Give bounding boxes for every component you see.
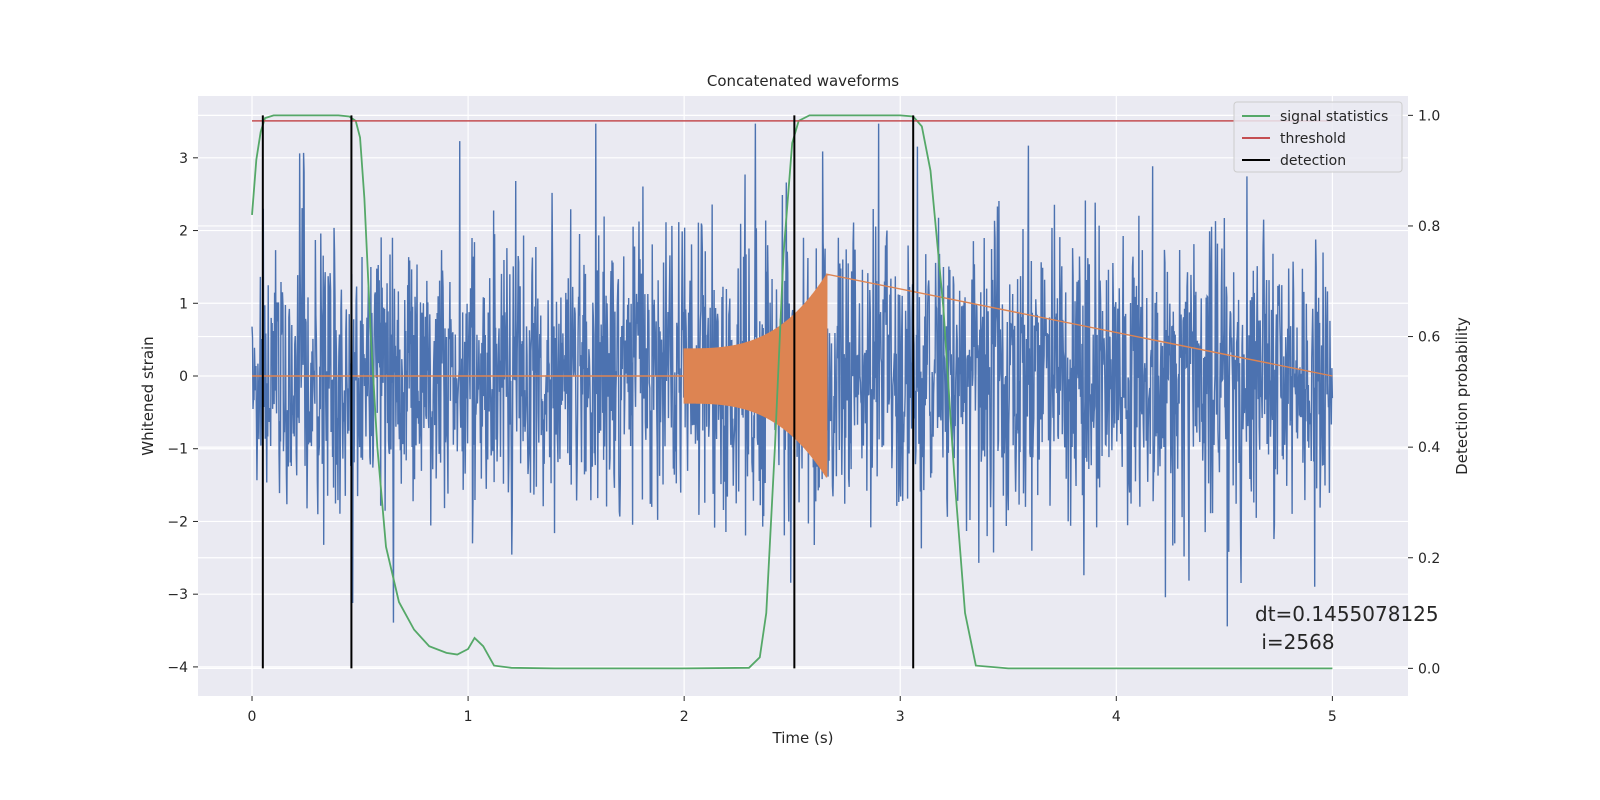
injection-line [252, 273, 1333, 478]
y-right-tick-label: 0.2 [1418, 551, 1440, 567]
y-tick-label: 0 [179, 369, 188, 385]
x-tick-label: 2 [680, 709, 689, 725]
x-tick-label: 3 [896, 709, 905, 725]
y-right-tick-label: 1.0 [1418, 108, 1440, 124]
injection-series [252, 273, 1333, 478]
x-tick-label: 1 [464, 709, 473, 725]
x-axis: 0 1 2 3 4 5 [248, 696, 1337, 725]
y-tick-label: −3 [167, 587, 188, 603]
signal-statistics-line [251, 114, 1333, 670]
noise-series [251, 123, 1334, 627]
x-tick-label: 5 [1328, 709, 1337, 725]
legend-label: detection [1280, 153, 1346, 169]
legend-box [1233, 101, 1403, 173]
y-right-tick-label: 0.0 [1418, 661, 1440, 677]
y-axis-left: −4 −3 −2 −1 0 1 2 3 [167, 151, 198, 676]
y-tick-label: −4 [167, 660, 188, 676]
y-right-tick-label: 0.8 [1418, 219, 1440, 235]
chart-title: Concatenated waveforms [707, 72, 899, 90]
annotation-dt: dt=0.1455078125 [1255, 602, 1439, 626]
y-axis-title: Whitened strain [139, 336, 157, 455]
y-right-tick-label: 0.4 [1418, 440, 1440, 456]
x-tick-label: 4 [1112, 709, 1121, 725]
legend: signal statistics threshold detection [1233, 101, 1403, 173]
legend-label: signal statistics [1280, 109, 1388, 125]
legend-label: threshold [1280, 131, 1346, 147]
y-tick-label: 3 [179, 151, 188, 167]
y-axis-right-title: Detection probability [1453, 317, 1471, 475]
probability-series [251, 114, 1333, 670]
y-right-tick-label: 0.6 [1418, 330, 1440, 346]
annotation-index: i=2568 [1255, 630, 1335, 654]
y-tick-label: 1 [179, 296, 188, 312]
x-axis-title: Time (s) [772, 729, 834, 747]
x-tick-label: 0 [248, 709, 257, 725]
y-tick-label: 2 [179, 224, 188, 240]
y-tick-label: −2 [167, 514, 188, 530]
noise-line [251, 123, 1334, 627]
y-axis-right: 0.0 0.2 0.4 0.6 0.8 1.0 [1408, 108, 1440, 677]
y-tick-label: −1 [167, 442, 188, 458]
